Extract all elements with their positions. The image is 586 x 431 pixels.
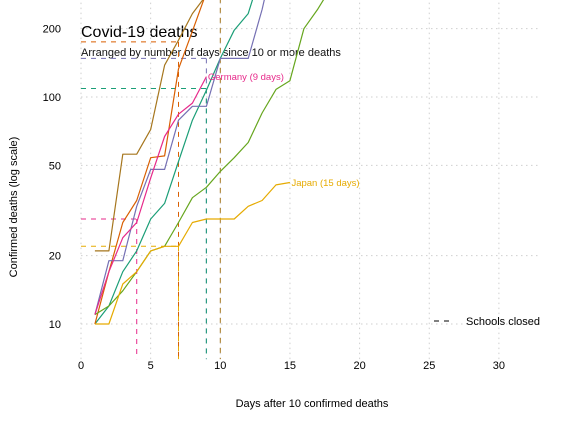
y-tick-label: 10: [49, 319, 61, 331]
x-axis-label: Days after 10 confirmed deaths: [236, 398, 389, 410]
chart-title: Covid-19 deaths: [81, 24, 198, 41]
x-axis-ticks: 0 5 10 15 20 25 30: [78, 360, 505, 372]
x-tick-label: 20: [353, 360, 365, 372]
chart-subtitle: Arranged by number of days since 10 or m…: [81, 47, 341, 59]
y-tick-label: 200: [43, 24, 61, 36]
legend: Schools closed: [434, 316, 540, 328]
series-label: Japan (15 days): [291, 178, 359, 189]
series-label: Germany (9 days): [208, 72, 284, 83]
series-line: [94, 0, 205, 325]
y-tick-label: 100: [43, 92, 61, 104]
legend-label: Schools closed: [466, 316, 540, 328]
x-tick-label: 15: [284, 360, 296, 372]
x-tick-label: 25: [423, 360, 435, 372]
y-tick-label: 20: [49, 251, 61, 263]
y-axis-ticks: 102050100200500100020005000: [43, 24, 61, 331]
series-labels: Italy (28 days)Spain (17 days)France (17…: [208, 72, 360, 189]
x-tick-label: 30: [493, 360, 505, 372]
x-tick-label: 10: [214, 360, 226, 372]
series-line: [94, 0, 204, 252]
series-line: [94, 181, 291, 325]
series-line: [94, 0, 265, 315]
series-line: [94, 0, 254, 325]
school-closure-markers: [81, 0, 221, 360]
y-axis-label: Confirmed deaths (log scale): [8, 137, 20, 278]
y-tick-label: 50: [49, 160, 61, 172]
series-line: [94, 76, 207, 315]
series-lines: [94, 0, 325, 325]
x-tick-label: 0: [78, 360, 84, 372]
x-tick-label: 5: [148, 360, 154, 372]
